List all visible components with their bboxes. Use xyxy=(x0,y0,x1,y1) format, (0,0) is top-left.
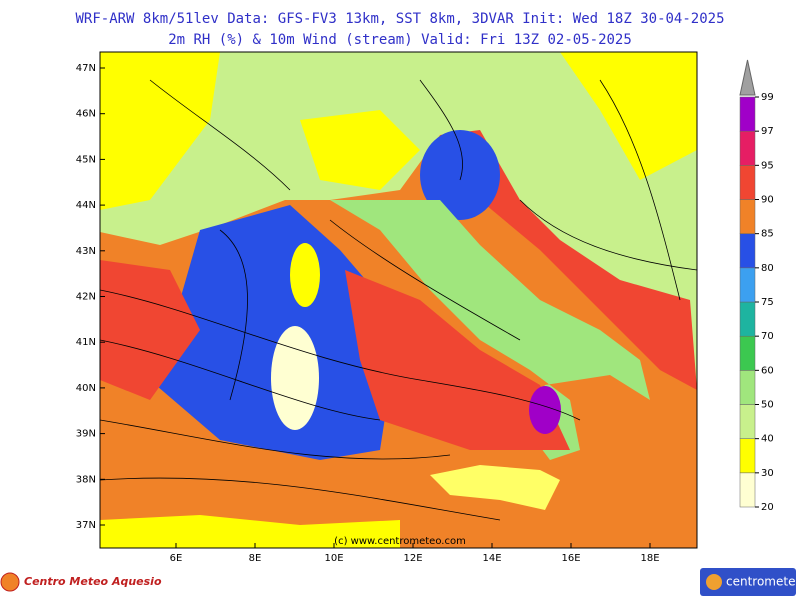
corsica xyxy=(290,243,320,307)
colorbar-segment xyxy=(739,165,756,200)
lat-label: 42N xyxy=(76,292,96,303)
colorbar-segment xyxy=(739,301,756,337)
po-valley xyxy=(300,110,420,190)
colorbar-label: 97 xyxy=(761,126,774,137)
lon-label: 18E xyxy=(640,553,659,564)
colorbar-segment xyxy=(739,199,756,234)
colorbar-segment xyxy=(739,438,756,474)
colorbar-segment xyxy=(739,404,756,439)
calabria-moist xyxy=(529,386,561,434)
africa-coast xyxy=(100,515,400,548)
lat-label: 44N xyxy=(76,200,96,211)
map-frame xyxy=(99,51,698,549)
colorbar-label: 90 xyxy=(761,195,774,206)
colorbar-label: 80 xyxy=(761,263,774,274)
streamline xyxy=(149,79,291,191)
colorbar-segment xyxy=(739,335,756,371)
lat-label: 46N xyxy=(76,109,96,120)
lat-label: 41N xyxy=(76,337,96,348)
lon-label: 8E xyxy=(249,553,262,564)
watermark: (c) www.centrometeo.com xyxy=(334,536,466,547)
left-logo: Centro Meteo Aquesio xyxy=(24,575,162,588)
streamline xyxy=(599,79,681,301)
streamline xyxy=(519,199,697,271)
right-logo: centrometeo xyxy=(726,575,800,589)
colorbar-top-arrow xyxy=(739,59,756,96)
lat-label: 38N xyxy=(76,474,96,485)
sardinia-blue xyxy=(150,205,400,460)
north-land xyxy=(100,52,697,390)
lat-label: 40N xyxy=(76,383,96,394)
streamline xyxy=(100,419,451,460)
left-logo-icon xyxy=(0,572,20,592)
colorbar-label: 50 xyxy=(761,400,774,411)
france-dry xyxy=(100,52,220,210)
lon-label: 6E xyxy=(170,553,183,564)
lat-label: 47N xyxy=(76,63,96,74)
balkans-dry xyxy=(560,52,697,180)
colorbar-segment xyxy=(739,370,756,405)
colorbar-label: 70 xyxy=(761,331,774,342)
sicily xyxy=(430,465,560,510)
header-line1: WRF-ARW 8km/51lev Data: GFS-FV3 13km, SS… xyxy=(75,11,724,27)
right-logo-box xyxy=(700,568,796,596)
adriatic-low xyxy=(420,130,500,220)
lat-label: 37N xyxy=(76,520,96,531)
axes-group: 47N 46N 45N 44N 43N 42N 41N 40N 39N 38N 37N 6E 8E 10E… xyxy=(76,63,774,564)
adriatic xyxy=(440,130,697,390)
colorbar-segment xyxy=(739,96,756,132)
lon-label: 12E xyxy=(403,553,422,564)
header-line2: 2m RH (%) & 10m Wind (stream) Valid: Fri… xyxy=(168,32,632,48)
streamlines xyxy=(100,79,697,521)
colorbar-label: 20 xyxy=(761,502,774,513)
colorbar-label: 60 xyxy=(761,365,774,376)
streamline xyxy=(100,339,381,421)
streamline xyxy=(219,229,248,401)
colorbar-label: 85 xyxy=(761,229,774,240)
streamline xyxy=(100,477,501,521)
right-logo-icon xyxy=(706,574,722,590)
streamline xyxy=(419,79,463,181)
lat-label: 43N xyxy=(76,246,96,257)
colorbar-label: 30 xyxy=(761,468,774,479)
colorbar-segment xyxy=(739,472,756,508)
tyrrhenian xyxy=(345,270,570,450)
colorbar-label: 99 xyxy=(761,92,774,103)
lon-label: 16E xyxy=(561,553,580,564)
colorbar-segment xyxy=(739,233,756,269)
streamline xyxy=(329,219,521,341)
italy-peninsula xyxy=(330,200,650,460)
colorbar-label: 40 xyxy=(761,434,774,445)
lon-label: 10E xyxy=(324,553,343,564)
lat-label: 39N xyxy=(76,429,96,440)
lat-label: 45N xyxy=(76,154,96,165)
sardinia xyxy=(271,326,319,430)
west-sea xyxy=(100,260,200,400)
streamline xyxy=(100,289,581,421)
colorbar-label: 75 xyxy=(761,297,774,308)
colorbar-label: 95 xyxy=(761,160,774,171)
map-field xyxy=(100,52,697,548)
colorbar-segment xyxy=(739,130,756,166)
colorbar-segment xyxy=(739,267,756,303)
lon-label: 14E xyxy=(482,553,501,564)
